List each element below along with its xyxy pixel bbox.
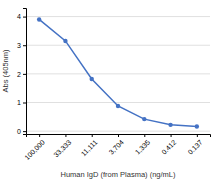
marker bbox=[116, 104, 120, 108]
grid bbox=[26, 17, 210, 132]
y-axis-title: Abs (405nm) bbox=[1, 49, 10, 92]
y-tick-mark bbox=[23, 45, 26, 46]
marker bbox=[142, 117, 146, 121]
y-tick-mark bbox=[23, 17, 26, 18]
x-axis-line bbox=[27, 135, 211, 138]
x-tick-mark bbox=[144, 134, 145, 137]
y-tick: 4 bbox=[17, 13, 26, 20]
x-axis-title: Human IgD (from Plasma) (ng/mL) bbox=[60, 170, 176, 179]
y-tick-mark bbox=[23, 103, 26, 104]
y-tick-label: 4 bbox=[17, 13, 21, 20]
grid-line bbox=[26, 45, 210, 46]
y-tick: 2 bbox=[17, 71, 26, 78]
x-tick: 0.137 bbox=[186, 134, 203, 156]
y-tick: 0 bbox=[17, 128, 26, 135]
x-tick-mark bbox=[92, 134, 93, 137]
chart: 0 1 2 3 4 100,000 33,333 11,111 3,704 1,335 0.412 0… bbox=[0, 0, 218, 180]
marks bbox=[37, 17, 199, 129]
x-axis: 100,000 33,333 11,111 3,704 1,335 0.412 0.137 bbox=[23, 134, 210, 161]
x-tick-label: 1,335 bbox=[134, 138, 151, 155]
marker bbox=[195, 124, 199, 128]
line bbox=[39, 19, 197, 126]
marker bbox=[37, 17, 41, 21]
y-tick-mark bbox=[23, 74, 26, 75]
y-axis: 0 1 2 3 4 bbox=[17, 9, 26, 135]
y-tick-mark bbox=[23, 131, 26, 132]
plot: 0 1 2 3 4 100,000 33,333 11,111 3,704 1,335 0.412 0… bbox=[17, 9, 210, 162]
marker bbox=[63, 39, 67, 43]
y-tick: 1 bbox=[17, 99, 26, 106]
grid-line bbox=[26, 131, 210, 132]
grid-line bbox=[26, 16, 210, 17]
x-tick-mark bbox=[65, 134, 66, 137]
marker bbox=[168, 123, 172, 127]
x-tick: 3,704 bbox=[108, 134, 125, 156]
x-tick-label: 11,111 bbox=[80, 138, 99, 157]
y-tick-label: 1 bbox=[17, 99, 21, 106]
x-tick: 11,111 bbox=[80, 134, 99, 157]
x-tick: 1,335 bbox=[134, 134, 151, 156]
y-tick-label: 0 bbox=[17, 128, 21, 135]
y-tick-label: 3 bbox=[17, 42, 21, 49]
x-tick: 100,000 bbox=[23, 134, 46, 161]
x-tick-mark bbox=[171, 134, 172, 137]
y-tick: 3 bbox=[17, 42, 26, 49]
x-tick: 0.412 bbox=[160, 134, 177, 156]
marker bbox=[90, 77, 94, 81]
grid-line bbox=[26, 73, 210, 74]
x-tick-label: 0.412 bbox=[160, 138, 177, 155]
x-tick-label: 100,000 bbox=[23, 138, 46, 161]
x-tick-label: 33,333 bbox=[52, 138, 72, 158]
x-tick-label: 0.137 bbox=[186, 138, 203, 155]
x-tick: 33,333 bbox=[52, 134, 72, 159]
x-tick-mark bbox=[118, 134, 119, 137]
y-axis-line bbox=[23, 9, 27, 135]
x-tick-mark bbox=[39, 134, 40, 137]
grid-line bbox=[26, 102, 210, 103]
y-tick-label: 2 bbox=[17, 71, 21, 78]
x-tick-label: 3,704 bbox=[108, 138, 125, 155]
x-tick-mark bbox=[197, 134, 198, 137]
